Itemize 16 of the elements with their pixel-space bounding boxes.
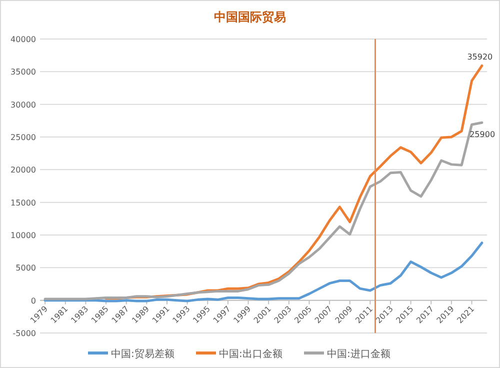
data-label: 25900 bbox=[470, 130, 496, 140]
y-tick-label: 20000 bbox=[10, 166, 36, 175]
y-tick-label: -5000 bbox=[12, 329, 36, 338]
y-tick-label: 30000 bbox=[10, 100, 36, 110]
y-tick-label: 25000 bbox=[10, 133, 36, 142]
y-tick-label: 35000 bbox=[10, 68, 36, 77]
legend-label: 中国:贸易差额 bbox=[111, 348, 174, 360]
y-tick-label: 0 bbox=[30, 296, 36, 306]
y-tick-label: 5000 bbox=[16, 264, 36, 273]
data-label: 35920 bbox=[467, 52, 493, 62]
legend-label: 中国:进口金额 bbox=[327, 348, 390, 360]
y-tick-label: 15000 bbox=[10, 198, 36, 208]
y-tick-label: 10000 bbox=[10, 231, 36, 240]
chart-title: 中国国际贸易 bbox=[214, 10, 286, 24]
legend-label: 中国:出口金额 bbox=[219, 348, 282, 360]
y-tick-label: 40000 bbox=[10, 35, 36, 44]
